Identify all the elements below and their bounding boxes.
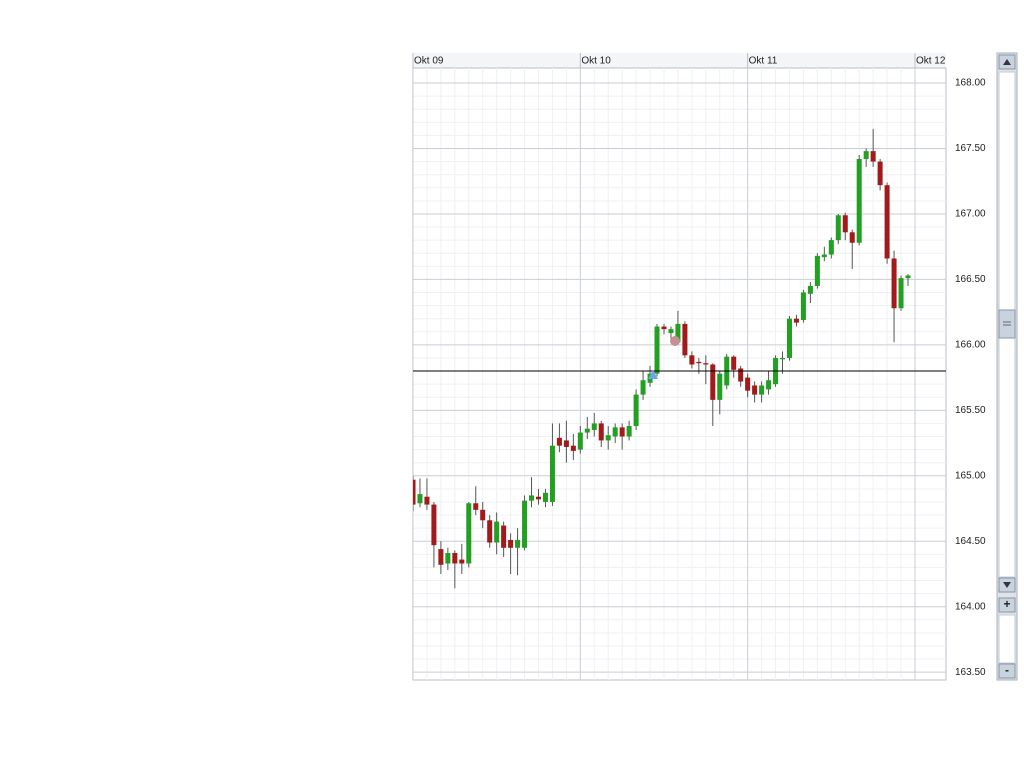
candle-body	[501, 525, 507, 548]
candle-body	[731, 356, 737, 370]
candle-body	[786, 318, 792, 358]
y-tick-label: 167.50	[955, 143, 986, 154]
candle-body	[696, 361, 702, 364]
candle-body	[800, 292, 806, 320]
candle-body	[870, 151, 876, 162]
candle-body	[703, 363, 709, 365]
candle-body	[508, 539, 514, 548]
candle-body	[891, 258, 897, 309]
y-tick-label: 165.50	[955, 405, 986, 416]
svg-text:+: +	[1003, 597, 1010, 611]
candle-body	[710, 364, 716, 400]
y-tick-label: 167.00	[955, 209, 986, 220]
candle-body	[466, 503, 472, 564]
candle-body	[717, 373, 723, 400]
candle-body	[779, 357, 786, 360]
candle-body	[591, 423, 597, 430]
x-tick-label: Okt 12	[916, 56, 946, 67]
candle-body	[856, 158, 862, 243]
candle-body	[542, 492, 548, 502]
candle-body	[842, 215, 848, 233]
candle-body	[738, 368, 744, 382]
candle-body	[633, 394, 639, 427]
candle-body	[752, 385, 758, 395]
candle-body	[459, 559, 465, 564]
y-tick-label: 166.50	[955, 274, 986, 285]
x-axis-strip	[413, 53, 946, 68]
candle-body	[445, 553, 451, 564]
candle-body	[556, 437, 562, 446]
y-tick-label: 163.50	[955, 667, 986, 678]
candle-body	[682, 323, 688, 356]
candle-body	[828, 240, 834, 255]
candle-body	[487, 520, 493, 543]
x-tick-label: Okt 11	[749, 56, 778, 67]
candle-body	[522, 500, 528, 548]
candle-body	[619, 427, 625, 437]
candle-body	[535, 496, 542, 500]
candle-body	[898, 278, 904, 309]
candle-body	[849, 232, 855, 243]
candle-body	[431, 504, 437, 546]
candle-body	[668, 329, 674, 334]
candle-body	[835, 215, 841, 241]
candle-body	[605, 435, 611, 441]
candle-body	[529, 495, 535, 501]
candle-body	[480, 509, 486, 521]
candle-body	[821, 254, 827, 258]
y-tick-label: 166.00	[955, 340, 986, 351]
svg-text:-: -	[1005, 663, 1009, 677]
candle-body	[612, 427, 618, 437]
signal-marker	[648, 370, 658, 379]
candle-body	[577, 432, 583, 450]
candle-body	[884, 185, 890, 259]
candle-body	[413, 479, 416, 505]
candle-body	[424, 496, 430, 505]
candle-body	[640, 380, 646, 395]
candle-body	[563, 440, 569, 447]
candle-body	[494, 521, 500, 543]
candle-body	[452, 553, 458, 564]
candle-body	[515, 539, 521, 548]
y-tick-label: 165.00	[955, 470, 986, 481]
candle-body	[654, 326, 660, 374]
y-tick-label: 168.00	[955, 78, 986, 89]
candle-body	[745, 377, 751, 391]
candle-body	[793, 318, 799, 323]
candle-body	[675, 323, 681, 343]
candle-body	[584, 428, 590, 433]
candle-body	[905, 275, 911, 279]
candle-body	[814, 255, 820, 286]
candle-body	[807, 285, 813, 294]
y-tick-label: 164.50	[955, 536, 986, 547]
candle-body	[759, 385, 765, 395]
candle-body	[473, 503, 479, 510]
candle-body	[549, 445, 555, 502]
candle-body	[877, 161, 883, 186]
candle-body	[626, 426, 632, 437]
candle-body	[598, 423, 604, 441]
signal-marker	[670, 336, 680, 346]
y-tick-label: 164.00	[955, 601, 986, 612]
candle-body	[689, 355, 695, 365]
candle-body	[766, 380, 772, 390]
candle-body	[863, 151, 869, 159]
scrollbar[interactable]: + -	[996, 52, 1018, 681]
x-tick-label: Okt 09	[414, 56, 444, 67]
candle-body	[417, 494, 423, 504]
candle-body	[661, 326, 667, 330]
x-tick-label: Okt 10	[581, 56, 611, 67]
candle-body	[438, 549, 444, 565]
candle-body	[570, 445, 576, 451]
